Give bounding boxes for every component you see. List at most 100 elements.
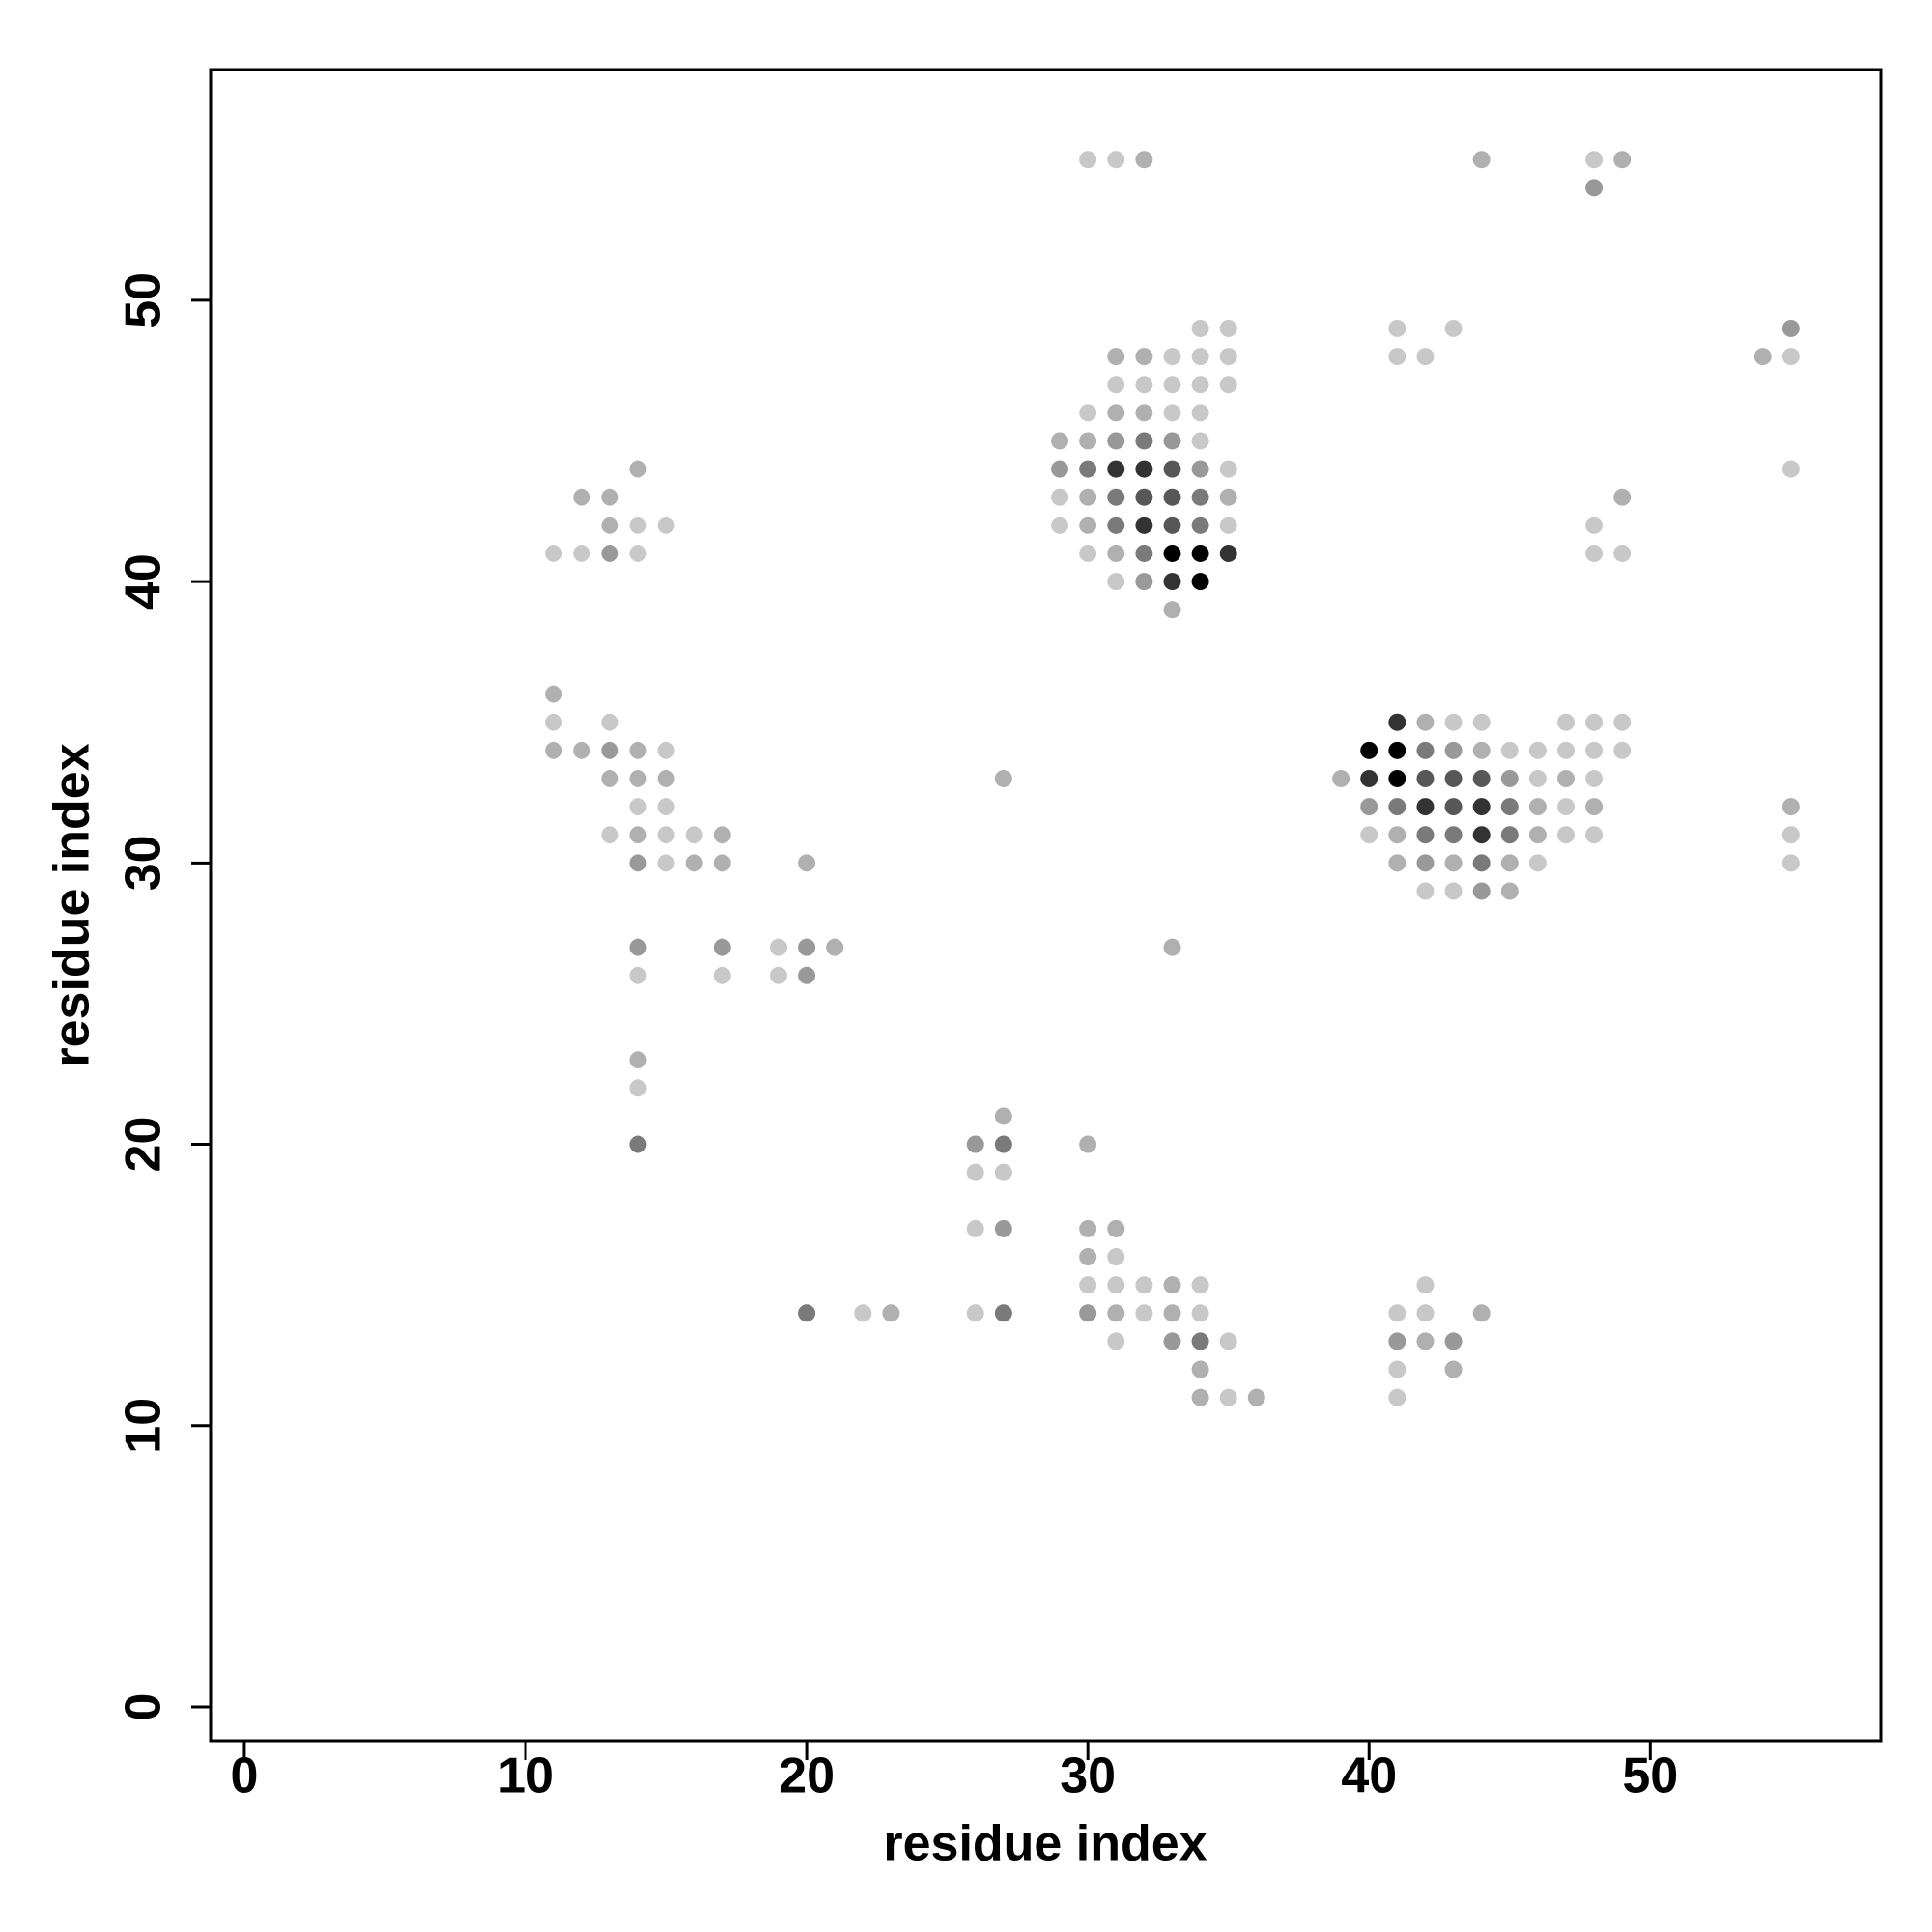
contact-point <box>1135 348 1153 366</box>
contact-point <box>1191 1360 1209 1378</box>
contact-point <box>1416 713 1435 731</box>
contact-point <box>1107 544 1125 562</box>
contact-point <box>1781 460 1800 478</box>
contact-point <box>1444 882 1463 900</box>
contact-point <box>1388 798 1406 816</box>
contact-point <box>1107 1332 1125 1350</box>
contact-point <box>1135 460 1153 478</box>
contact-point <box>769 966 787 984</box>
contact-point <box>1135 1276 1153 1294</box>
contact-point <box>1135 516 1153 534</box>
x-tick-label: 30 <box>1060 1748 1116 1804</box>
x-tick-label: 40 <box>1341 1748 1397 1804</box>
contact-point <box>1079 460 1097 478</box>
contact-point <box>1107 432 1125 450</box>
contact-point <box>1191 1276 1209 1294</box>
contact-point <box>1444 769 1463 787</box>
contact-point <box>1163 404 1181 422</box>
contact-point <box>1500 741 1519 759</box>
contact-point <box>1388 1332 1406 1350</box>
contact-point <box>1388 741 1406 759</box>
contact-point <box>1613 151 1632 169</box>
contact-point <box>657 826 675 844</box>
contact-point <box>1163 1304 1181 1322</box>
contact-point <box>966 1163 984 1181</box>
contact-point <box>1416 1304 1435 1322</box>
contact-point <box>1107 516 1125 534</box>
contact-point <box>1416 769 1435 787</box>
contact-point <box>1528 854 1547 872</box>
contact-point <box>573 488 591 506</box>
contact-point <box>1107 1304 1125 1322</box>
contact-point <box>1444 826 1463 844</box>
contact-point <box>1585 741 1604 759</box>
contact-point <box>1079 1276 1097 1294</box>
contact-point <box>629 1135 647 1153</box>
contact-point <box>1528 741 1547 759</box>
contact-point <box>1613 488 1632 506</box>
contact-point <box>1163 516 1181 534</box>
contact-point <box>1163 1276 1181 1294</box>
y-tick-label: 40 <box>116 554 172 610</box>
contact-point <box>1219 544 1237 562</box>
contact-point <box>1135 573 1153 591</box>
y-tick-label: 30 <box>116 835 172 891</box>
contact-point <box>1051 516 1069 534</box>
contact-point <box>1500 826 1519 844</box>
contact-point <box>1163 460 1181 478</box>
contact-point <box>1107 1219 1125 1237</box>
contact-point <box>545 713 563 731</box>
x-tick-label: 10 <box>497 1748 554 1804</box>
contact-point <box>1107 404 1125 422</box>
x-tick-label: 50 <box>1622 1748 1678 1804</box>
contact-point <box>1781 348 1800 366</box>
contact-point <box>1191 376 1209 394</box>
contact-point <box>1781 319 1800 337</box>
contact-point <box>1388 348 1406 366</box>
contact-point <box>1444 1332 1463 1350</box>
contact-point <box>1781 798 1800 816</box>
contact-point <box>1219 516 1237 534</box>
contact-point <box>629 826 647 844</box>
contact-point <box>769 938 787 956</box>
contact-point <box>1613 741 1632 759</box>
contact-point <box>1163 544 1181 562</box>
contact-point <box>1556 826 1575 844</box>
y-tick-label: 10 <box>116 1398 172 1454</box>
contact-point <box>1079 488 1097 506</box>
contact-point <box>1051 432 1069 450</box>
contact-point <box>1444 319 1463 337</box>
contact-point <box>629 741 647 759</box>
contact-point <box>1163 573 1181 591</box>
contact-point <box>713 826 731 844</box>
contact-point <box>994 1304 1012 1322</box>
contact-point <box>1781 854 1800 872</box>
contact-point <box>1135 488 1153 506</box>
contact-point <box>798 966 816 984</box>
contact-point <box>713 854 731 872</box>
contact-point <box>1219 376 1237 394</box>
contact-point <box>1472 854 1491 872</box>
contact-point <box>1135 544 1153 562</box>
contact-point <box>1219 1332 1237 1350</box>
contact-point <box>1191 1332 1209 1350</box>
contact-point <box>713 966 731 984</box>
contact-point <box>1107 1276 1125 1294</box>
contact-point <box>1360 798 1378 816</box>
contact-point <box>1107 348 1125 366</box>
contact-point <box>1135 432 1153 450</box>
contact-point <box>1079 151 1097 169</box>
contact-point <box>601 769 619 787</box>
contact-point <box>1416 826 1435 844</box>
contact-point <box>1079 404 1097 422</box>
contact-point <box>1388 1304 1406 1322</box>
contact-point <box>1079 1304 1097 1322</box>
contact-point <box>713 938 731 956</box>
contact-point <box>994 1163 1012 1181</box>
contact-point <box>1500 854 1519 872</box>
contact-point <box>1191 516 1209 534</box>
contact-point <box>1528 826 1547 844</box>
contact-point <box>1191 432 1209 450</box>
contact-point <box>1079 1219 1097 1237</box>
